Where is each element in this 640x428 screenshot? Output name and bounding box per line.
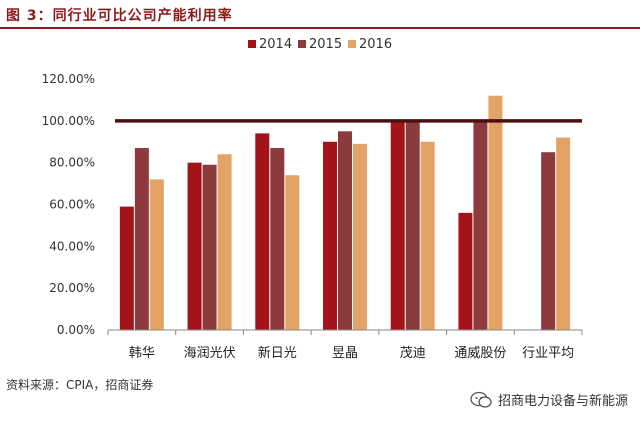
x-tick-label: 海润光伏 xyxy=(184,346,236,361)
bar-2016 xyxy=(285,175,300,330)
bar-2014 xyxy=(390,120,405,330)
x-tick-label: 韩华 xyxy=(129,346,155,361)
bar-2015 xyxy=(473,120,488,330)
legend-swatch-2015 xyxy=(298,40,306,48)
bar-2016 xyxy=(488,95,503,330)
bar-2016 xyxy=(217,154,232,330)
x-tick-label: 茂迪 xyxy=(400,346,426,361)
watermark: 招商电力设备与新能源 xyxy=(470,390,628,409)
legend-swatch-2014 xyxy=(248,40,256,48)
bar-2015 xyxy=(541,152,556,330)
bar-2015 xyxy=(405,120,420,330)
legend-swatch-2016 xyxy=(348,40,356,48)
figure-title: 图 3：同行业可比公司产能利用率 xyxy=(6,8,233,24)
bar-2014 xyxy=(458,212,473,330)
y-tick-label: 80.00% xyxy=(49,156,95,170)
bar-2015 xyxy=(202,164,217,330)
legend-label-2016: 2016 xyxy=(359,37,392,52)
bar-2016 xyxy=(149,179,164,330)
source-note: 资料来源：CPIA，招商证券 xyxy=(6,378,154,392)
wechat-icon xyxy=(470,391,492,409)
bar-2014 xyxy=(119,206,134,330)
x-tick-label: 昱晶 xyxy=(332,346,358,361)
bar-2015 xyxy=(270,148,285,330)
bar-2015 xyxy=(338,131,352,330)
bar-2014 xyxy=(187,162,202,330)
bar-chart: 0.00% 20.00% 40.00% 60.00% 80.00% 100.00% 120.… xyxy=(42,37,583,361)
bar-2016 xyxy=(353,143,367,330)
x-tick-label: 行业平均 xyxy=(522,346,574,361)
bar-2014 xyxy=(323,141,337,330)
legend-label-2014: 2014 xyxy=(259,37,292,52)
x-tick-label: 通威股份 xyxy=(454,346,506,361)
legend-label-2015: 2015 xyxy=(309,37,342,52)
bar-2015 xyxy=(134,148,149,330)
y-tick-label: 20.00% xyxy=(49,281,95,295)
y-tick-label: 0.00% xyxy=(57,323,95,337)
y-tick-label: 100.00% xyxy=(42,114,95,128)
title-rule xyxy=(0,27,640,29)
y-tick-label: 120.00% xyxy=(42,72,95,86)
y-tick-label: 40.00% xyxy=(49,239,95,253)
bar-2016 xyxy=(420,141,435,330)
bar-2016 xyxy=(556,137,571,330)
bar-2014 xyxy=(255,133,270,330)
watermark-text: 招商电力设备与新能源 xyxy=(497,394,628,409)
y-tick-label: 60.00% xyxy=(49,198,95,212)
x-tick-label: 新日光 xyxy=(258,345,297,361)
